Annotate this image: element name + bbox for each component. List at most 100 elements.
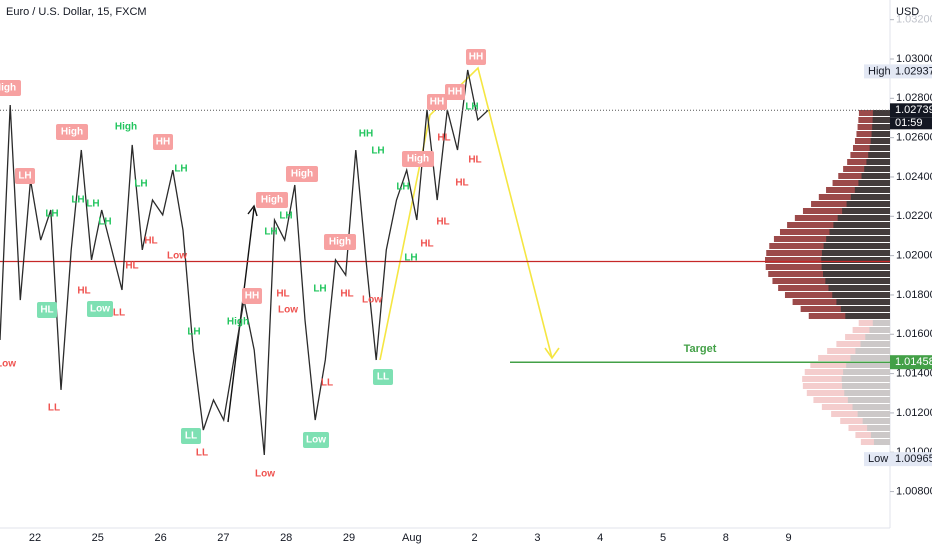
profile-row bbox=[843, 369, 890, 375]
annotation: Low bbox=[90, 304, 110, 315]
profile-row bbox=[857, 411, 890, 417]
low-badge-value: 1.00965 bbox=[895, 453, 932, 465]
profile-row bbox=[823, 243, 890, 249]
profile-row bbox=[841, 376, 890, 382]
last-badge-value: 1.02739 bbox=[895, 104, 932, 116]
annotation: LH bbox=[371, 146, 384, 157]
annotation: LL bbox=[377, 372, 389, 383]
annotation-box bbox=[402, 151, 434, 167]
last-badge bbox=[890, 103, 932, 118]
profile-row bbox=[842, 383, 890, 389]
annotation: HL bbox=[455, 178, 468, 189]
annotation-box bbox=[153, 134, 173, 150]
annotation: LH bbox=[279, 211, 292, 222]
projection-arrow bbox=[544, 347, 560, 360]
annotation-box bbox=[373, 369, 393, 385]
annotation: HL bbox=[125, 261, 138, 272]
annotation: LH bbox=[71, 195, 84, 206]
x-tick-label: 9 bbox=[786, 532, 792, 544]
annotation: LH bbox=[174, 164, 187, 175]
annotation: Low bbox=[255, 469, 275, 480]
low-badge bbox=[890, 452, 932, 467]
annotation: HL bbox=[144, 236, 157, 247]
annotation: LL bbox=[196, 448, 208, 459]
high-badge-label: High bbox=[868, 65, 891, 77]
x-tick-label: 29 bbox=[343, 532, 355, 544]
y-tick-label: 1.02800 bbox=[896, 92, 932, 104]
x-tick-label: 4 bbox=[597, 532, 603, 544]
annotation-box bbox=[87, 301, 113, 317]
profile-row bbox=[868, 152, 890, 158]
annotation: LH bbox=[465, 102, 478, 113]
annotation: HH bbox=[359, 129, 373, 140]
x-tick-label: Aug bbox=[402, 532, 422, 544]
annotation: LL bbox=[321, 378, 333, 389]
profile-row bbox=[840, 306, 890, 312]
annotation-box bbox=[15, 168, 35, 184]
profile-row bbox=[872, 110, 890, 116]
profile-row bbox=[862, 418, 890, 424]
y-tick-label: 1.01600 bbox=[896, 328, 932, 340]
profile-row bbox=[872, 117, 890, 123]
profile-row bbox=[866, 159, 890, 165]
x-tick-label: 25 bbox=[92, 532, 104, 544]
profile-row bbox=[870, 432, 890, 438]
annotation: Low bbox=[0, 359, 16, 370]
annotation: HH bbox=[245, 291, 259, 302]
annotation-box bbox=[0, 80, 21, 96]
low-badge-label: Low bbox=[868, 453, 888, 465]
profile-row bbox=[828, 285, 890, 291]
annotation: HH bbox=[448, 87, 462, 98]
annotation-box bbox=[427, 94, 447, 110]
target-label: Target bbox=[684, 343, 717, 355]
profile-row bbox=[845, 313, 890, 319]
profile-row bbox=[864, 166, 890, 172]
annotation: LH bbox=[86, 199, 99, 210]
y-tick-label: 1.02600 bbox=[896, 132, 932, 144]
profile-row bbox=[869, 327, 890, 333]
annotation: LH bbox=[98, 217, 111, 228]
y-tick-label: 1.01200 bbox=[896, 407, 932, 419]
annotation: HL bbox=[468, 155, 481, 166]
profile-row bbox=[861, 173, 890, 179]
profile-row bbox=[854, 187, 890, 193]
y-tick-label: 1.02000 bbox=[896, 250, 932, 262]
annotation: Low bbox=[362, 295, 382, 306]
x-tick-label: 27 bbox=[217, 532, 229, 544]
x-tick-label: 22 bbox=[29, 532, 41, 544]
profile-row bbox=[846, 201, 890, 207]
annotation: HL bbox=[437, 133, 450, 144]
high-badge-tag bbox=[864, 64, 890, 79]
profile-row bbox=[832, 292, 890, 298]
annotation: High bbox=[115, 122, 137, 133]
profile-row bbox=[825, 278, 890, 284]
x-tick-label: 28 bbox=[280, 532, 292, 544]
annotation: HL bbox=[436, 217, 449, 228]
profile-row bbox=[837, 215, 890, 221]
annotation: Low bbox=[167, 251, 187, 262]
annotation-box bbox=[56, 124, 88, 140]
high-badge bbox=[890, 64, 932, 79]
profile-row bbox=[865, 334, 890, 340]
annotation: HL bbox=[77, 286, 90, 297]
annotation: HL bbox=[420, 239, 433, 250]
profile-row bbox=[821, 257, 890, 263]
profile-row bbox=[829, 229, 890, 235]
profile-row bbox=[850, 194, 890, 200]
profile-row bbox=[872, 320, 890, 326]
annotation: LH bbox=[313, 284, 326, 295]
profile-row bbox=[836, 299, 890, 305]
annotation: HL bbox=[340, 289, 353, 300]
x-tick-label: 3 bbox=[534, 532, 540, 544]
annotation: High bbox=[407, 154, 429, 165]
profile-row bbox=[855, 348, 890, 354]
y-tick-label: 1.02200 bbox=[896, 210, 932, 222]
profile-row bbox=[873, 439, 890, 445]
profile-row bbox=[823, 271, 890, 277]
annotation: High bbox=[329, 237, 351, 248]
annotation: Low bbox=[278, 305, 298, 316]
target-badge bbox=[890, 355, 932, 370]
profile-row bbox=[869, 145, 890, 151]
profile-row bbox=[846, 362, 890, 368]
